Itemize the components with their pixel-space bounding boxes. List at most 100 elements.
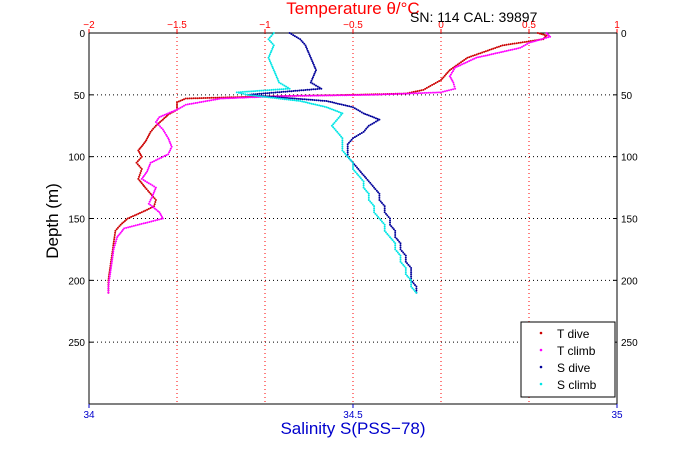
data-point [108,279,111,282]
data-point [275,74,278,77]
data-point [200,97,203,100]
data-point [395,250,398,252]
data-point [214,96,217,99]
data-point [352,166,354,168]
data-point [292,90,295,92]
data-point [270,63,273,66]
data-point [136,160,139,163]
data-point [366,178,369,181]
legend-items: T dive T climb S dive S climb [539,327,597,392]
data-point [469,59,472,62]
data-point [545,36,548,39]
data-point [272,69,275,72]
data-point [148,132,151,135]
data-point [111,258,114,261]
data-point [146,137,149,140]
series-layer [107,32,552,294]
data-point [114,229,117,232]
data-point [264,89,267,92]
data-point [107,287,110,290]
data-point [268,89,271,92]
data-point [503,44,506,47]
data-point [117,226,119,229]
data-point [242,92,245,95]
data-point [367,180,370,183]
data-point [499,45,502,47]
data-point [299,100,302,102]
data-point [111,254,114,257]
depth-tick-label-right: 100 [621,153,638,164]
data-point [462,62,465,65]
data-point [317,99,320,102]
data-point [352,106,354,109]
data-point [457,65,460,67]
data-point [311,94,314,97]
data-point [271,33,274,36]
data-point [351,94,354,97]
data-point [312,103,315,106]
data-point [312,63,315,66]
data-point [394,244,397,247]
data-point [143,185,146,188]
data-point [252,90,255,93]
data-point [313,99,316,102]
data-point [309,94,312,97]
data-point [281,83,284,86]
data-point [336,110,339,113]
data-point [115,238,118,241]
data-point [115,240,117,243]
data-point [274,91,277,94]
data-point [484,50,487,53]
data-point [264,95,266,98]
data-point [398,240,401,243]
data-point [533,40,536,43]
data-point [381,220,383,223]
data-point [436,91,438,94]
data-point [194,102,197,104]
data-point [535,39,538,42]
data-point [276,77,279,80]
data-point [113,234,116,236]
data-point [479,52,482,55]
data-point [399,248,402,251]
data-point [318,87,321,90]
data-point [367,199,370,201]
data-point [168,151,171,154]
data-point [142,143,144,146]
data-point [290,90,293,93]
data-point [304,44,307,47]
data-point [138,148,141,150]
data-point [184,103,187,106]
data-point [464,57,467,60]
temperature-tick-label: −1.5 [167,20,187,31]
data-point [397,92,400,95]
data-point [139,157,142,160]
data-point [383,207,386,210]
series-t-climb [107,32,552,294]
data-point [304,89,307,91]
data-point [210,99,213,102]
data-point [413,92,416,95]
data-point [311,77,314,80]
data-point [349,158,352,161]
data-point [151,184,154,187]
data-point [395,92,398,95]
data-point [341,141,344,144]
data-point [379,219,382,221]
data-point [440,79,442,81]
data-point [445,73,447,76]
data-point [310,58,313,61]
data-point [154,188,157,191]
data-point [404,269,407,271]
data-point [353,169,356,172]
data-point [136,163,139,166]
data-point [378,118,381,121]
data-point [179,106,182,109]
data-point [420,89,423,92]
data-point [138,164,141,167]
data-point [389,223,391,226]
data-point [333,121,336,124]
data-point [276,88,279,91]
data-point [275,97,278,100]
